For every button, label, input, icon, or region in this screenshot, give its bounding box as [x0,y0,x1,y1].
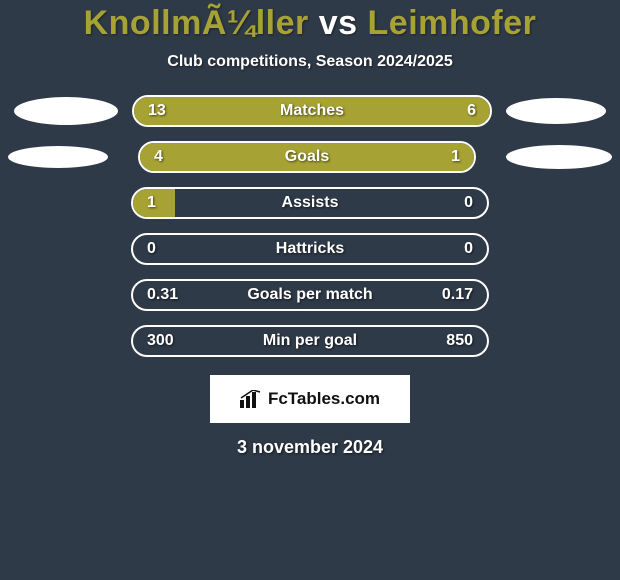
stat-name: Min per goal [263,332,357,350]
stat-name: Goals per match [247,286,372,304]
title-vs: vs [319,4,358,42]
stat-name: Assists [282,194,339,212]
stat-row: 0 Hattricks 0 [0,233,620,265]
stat-right-value: 0.17 [442,286,473,304]
chart-icon [240,390,262,408]
page-title: KnollmÃ¼ller vs Leimhofer [84,4,537,43]
stat-right-value: 1 [451,148,460,166]
stat-left-value: 0.31 [147,286,178,304]
comparison-card: KnollmÃ¼ller vs Leimhofer Club competiti… [0,0,620,580]
stat-row: 1 Assists 0 [0,187,620,219]
source-logo: FcTables.com [210,375,410,423]
stat-left-value: 0 [147,240,156,258]
stat-row: 0.31 Goals per match 0.17 [0,279,620,311]
stat-left-value: 300 [147,332,174,350]
stat-bar: 0.31 Goals per match 0.17 [131,279,489,311]
title-right-player: Leimhofer [368,4,537,42]
stat-bar: 4 Goals 1 [138,141,476,173]
stat-bar: 13 Matches 6 [132,95,492,127]
stat-right-value: 6 [467,102,476,120]
bar-fill-right [407,143,474,171]
left-marker [14,97,118,125]
title-left-player: KnollmÃ¼ller [84,4,309,42]
stat-name: Goals [285,148,329,166]
stat-bar: 0 Hattricks 0 [131,233,489,265]
stat-right-value: 850 [446,332,473,350]
date-label: 3 november 2024 [237,437,383,458]
stat-bar: 1 Assists 0 [131,187,489,219]
subtitle: Club competitions, Season 2024/2025 [167,53,452,71]
left-marker [8,146,108,168]
stat-row: 300 Min per goal 850 [0,325,620,357]
source-logo-text: FcTables.com [268,389,380,409]
stat-name: Hattricks [276,240,344,258]
right-marker [506,98,606,124]
stat-bar: 300 Min per goal 850 [131,325,489,357]
stat-left-value: 1 [147,194,156,212]
bar-fill-left [140,143,407,171]
stat-name: Matches [280,102,344,120]
stat-row: 13 Matches 6 [0,95,620,127]
stat-row: 4 Goals 1 [0,141,620,173]
stat-left-value: 4 [154,148,163,166]
stat-right-value: 0 [464,240,473,258]
right-marker [506,145,612,169]
stat-left-value: 13 [148,102,166,120]
stat-right-value: 0 [464,194,473,212]
stats-rows: 13 Matches 6 4 Goals 1 1 Assists 0 0 Hattricks 0 0.3… [0,95,620,357]
